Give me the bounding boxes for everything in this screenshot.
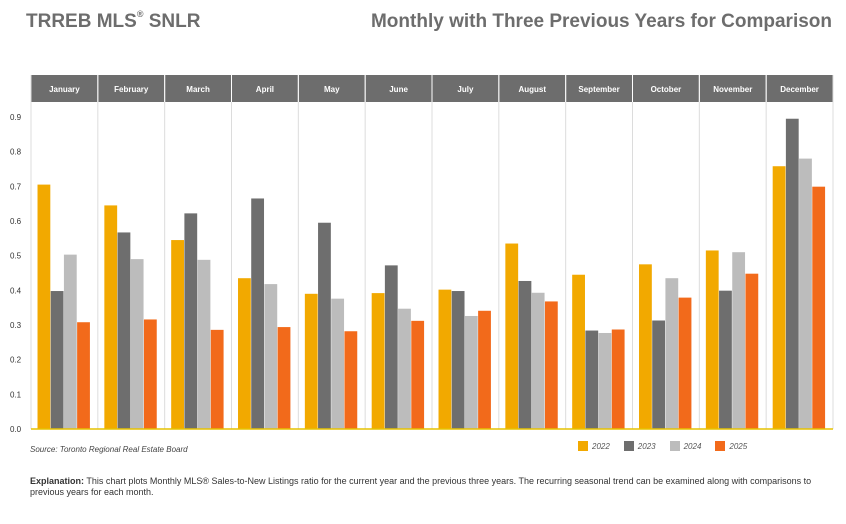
y-tick-label: 0.3: [10, 321, 22, 330]
bar-2025-october: [678, 297, 692, 429]
bar-2025-april: [277, 327, 291, 429]
y-tick-label: 0.8: [10, 148, 22, 157]
bar-2022-september: [572, 274, 585, 429]
legend: 2022 2023 2024 2025: [578, 441, 747, 451]
bar-2022-march: [171, 240, 184, 429]
bar-2024-november: [732, 252, 746, 429]
bar-2024-july: [464, 315, 478, 429]
bar-2023-january: [50, 291, 64, 429]
month-label-january: January: [49, 85, 80, 94]
legend-label-2025: 2025: [729, 441, 748, 451]
bar-2022-may: [304, 293, 318, 429]
explanation-text: Explanation: This chart plots Monthly ML…: [30, 476, 812, 497]
bar-2025-march: [210, 329, 224, 429]
y-tick-label: 0.4: [10, 286, 22, 295]
y-tick-label: 0.9: [10, 113, 22, 122]
bar-2024-october: [665, 278, 679, 429]
chart-title-left: TRREB MLS® SNLR: [26, 8, 201, 32]
bar-2025-september: [611, 329, 625, 429]
bar-2023-august: [518, 280, 532, 429]
bar-2023-june: [384, 265, 398, 429]
source-note: Source: Toronto Regional Real Estate Boa…: [30, 445, 188, 454]
bar-2022-december: [772, 166, 786, 429]
bar-2022-april: [238, 278, 251, 429]
month-label-march: March: [186, 85, 210, 94]
month-label-august: August: [518, 85, 546, 94]
bar-2023-may: [318, 222, 331, 429]
bar-2023-march: [184, 213, 198, 429]
bar-2023-november: [719, 290, 732, 429]
legend-swatch-2025: [715, 441, 726, 451]
legend-label-2024: 2024: [683, 441, 702, 451]
y-tick-label: 0.1: [10, 390, 22, 399]
bar-2023-february: [117, 232, 131, 429]
legend-item-2024: 2024: [669, 441, 702, 451]
legend-swatch-2024: [669, 441, 680, 451]
bar-2022-october: [639, 264, 652, 429]
bar-2022-january: [37, 184, 51, 429]
legend-item-2025: 2025: [715, 441, 747, 451]
bar-2025-august: [544, 301, 558, 429]
legend-label-2023: 2023: [637, 441, 656, 451]
bar-2022-february: [104, 205, 118, 429]
bar-2024-august: [531, 292, 545, 429]
month-label-june: June: [389, 85, 408, 94]
bar-2024-september: [598, 332, 612, 429]
month-label-april: April: [256, 85, 274, 94]
bar-2025-may: [344, 331, 358, 429]
bar-2025-december: [812, 186, 826, 429]
y-tick-label: 0.5: [10, 252, 22, 261]
bar-2023-april: [251, 198, 265, 429]
legend-item-2023: 2023: [623, 441, 656, 451]
bar-2024-june: [398, 308, 411, 429]
y-tick-label: 0.2: [10, 356, 22, 365]
bar-2024-march: [197, 259, 211, 429]
legend-swatch-2022: [578, 441, 588, 451]
y-tick-label: 0.7: [10, 182, 22, 191]
legend-label-2022: 2022: [592, 441, 610, 451]
month-label-february: February: [114, 85, 149, 94]
bar-2022-june: [371, 293, 385, 429]
bar-2025-july: [478, 310, 491, 429]
bar-2023-july: [451, 291, 465, 429]
month-label-september: September: [578, 85, 619, 94]
month-label-may: May: [324, 85, 340, 94]
y-tick-label: 0.6: [10, 217, 22, 226]
legend-item-2022: 2022: [578, 441, 610, 451]
month-label-december: December: [780, 85, 819, 94]
month-label-october: October: [651, 85, 682, 94]
bar-2023-october: [652, 320, 666, 429]
legend-swatch-2023: [623, 441, 634, 451]
bar-2024-may: [331, 298, 345, 429]
bar-2024-january: [63, 254, 77, 429]
bar-2025-january: [77, 322, 90, 429]
y-tick-label: 0.0: [10, 425, 22, 434]
month-label-july: July: [457, 85, 474, 94]
bar-2022-july: [438, 289, 452, 429]
month-label-november: November: [713, 85, 752, 94]
bar-2025-february: [143, 319, 157, 429]
bar-2025-june: [411, 320, 425, 429]
bar-chart: January February March April May June July Augu…: [10, 75, 834, 434]
bar-2024-february: [130, 259, 144, 429]
bar-2023-december: [785, 118, 799, 429]
bar-2025-november: [745, 273, 759, 429]
bar-2023-september: [585, 330, 599, 429]
chart-title-right: Monthly with Three Previous Years for Co…: [370, 11, 832, 32]
bar-2024-december: [799, 158, 812, 429]
bar-2024-april: [264, 284, 278, 429]
bar-2022-august: [505, 243, 519, 429]
bar-2022-november: [705, 250, 719, 429]
